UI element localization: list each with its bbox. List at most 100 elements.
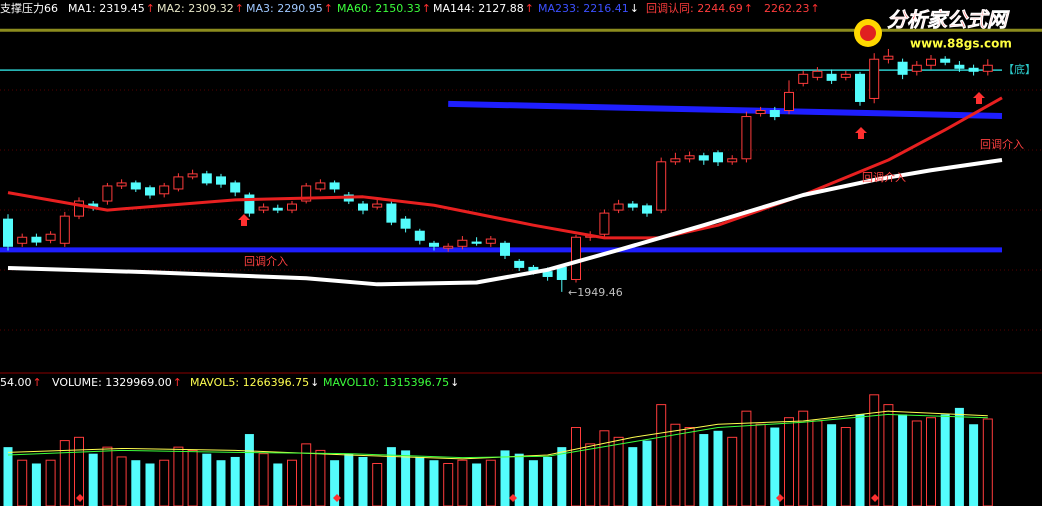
annotation: 回调介入 (980, 138, 1024, 151)
volume-bar (202, 453, 212, 506)
up-arrow (973, 92, 985, 104)
indicator-arrow: ↑ (324, 2, 333, 15)
candle-body (514, 260, 525, 268)
volume-bar (443, 462, 454, 506)
indicator-label: MA233: 2216.41 (538, 2, 629, 15)
candle-body (883, 55, 894, 60)
candle-body (173, 176, 184, 190)
indicator-label: 支撑压力66 (0, 1, 58, 15)
candle-body (329, 182, 340, 190)
volume-bar (116, 456, 127, 506)
volume-bar (88, 453, 98, 506)
watermark-url: www.88gs.com (910, 37, 1012, 51)
volume-bar (969, 424, 979, 506)
volume-bar (173, 446, 184, 506)
candle-body (59, 215, 70, 244)
low-label: ←1949.46 (568, 286, 623, 299)
volume-bar (344, 453, 354, 506)
candle-body (713, 152, 723, 163)
marker (76, 494, 84, 502)
volume-bar (45, 459, 56, 506)
mavol-line (7, 410, 988, 460)
volume-bar (613, 436, 624, 506)
volume-bar (159, 459, 170, 506)
volume-bar (642, 440, 652, 506)
volume-bar (287, 459, 297, 506)
up-arrow (855, 127, 867, 139)
candle-body (571, 236, 581, 280)
annotation: 回调介入 (862, 171, 906, 184)
volume-bar (31, 463, 41, 506)
volume-bar (670, 423, 681, 506)
candle-body (599, 212, 610, 235)
indicator-label: MAVOL10: 1315396.75 (323, 376, 449, 389)
indicator-label: MA60: 2150.33 (337, 2, 421, 15)
volume-bar (273, 463, 283, 506)
volume-bar (684, 427, 695, 506)
candle-body (414, 230, 425, 241)
candle-body (741, 116, 752, 160)
volume-bar (982, 418, 993, 506)
candle-body (698, 155, 709, 161)
indicator-arrow: ↑ (235, 2, 244, 15)
candle-body (372, 203, 383, 208)
candle-body (982, 64, 993, 72)
indicator-label: MAVOL5: 1266396.75 (190, 376, 309, 389)
candle-body (230, 182, 241, 193)
volume-bar (911, 420, 922, 506)
logo (860, 25, 876, 41)
candle-body (400, 218, 411, 229)
volume-header: 54.00 ↑ VOLUME: 1329969.00 ↑ MAVOL5: 1266396… (0, 376, 459, 389)
candle-body (216, 176, 226, 185)
volume-bar (187, 449, 198, 506)
ma-line (7, 96, 1003, 240)
candle-body (968, 67, 979, 72)
indicator-arrow: ↓ (310, 376, 319, 389)
volume-bar (358, 456, 368, 506)
volume-bar (230, 456, 240, 506)
watermark: 分析家公式网 www.88gs.com (854, 7, 1012, 51)
watermark-title: 分析家公式网 (887, 8, 1010, 32)
candle-body (301, 185, 312, 202)
indicator-label: MA144: 2127.88 (433, 2, 524, 15)
volume-bar (543, 456, 553, 506)
candle-body (201, 173, 212, 184)
candle-body (386, 203, 397, 223)
candle-body (855, 73, 865, 102)
candle-body (116, 182, 127, 187)
volume-bar (755, 423, 766, 506)
candle-body (17, 236, 28, 244)
volume-bar (429, 460, 439, 506)
candle-body (684, 155, 695, 160)
volume-bar (628, 447, 638, 506)
indicator-arrow: ↑ (525, 2, 534, 15)
level-label: 【底】 (1003, 62, 1036, 76)
indicator-arrow: ↑ (146, 2, 155, 15)
marks (0, 28, 1042, 506)
candle-body (911, 64, 922, 72)
volume-bar (244, 434, 254, 506)
level-line (448, 100, 1003, 119)
indicator-arrow: ↓ (630, 2, 639, 15)
volume-bar (798, 410, 809, 506)
candle-body (3, 218, 13, 247)
indicator-arrow: ↓ (450, 376, 459, 389)
volume-bar (656, 404, 667, 506)
volume-bar (926, 417, 936, 506)
candle-body (443, 245, 454, 249)
volume-bar (840, 427, 851, 506)
candle-body (187, 173, 198, 178)
annotation: 回调介入 (244, 255, 288, 268)
candle-body (315, 182, 326, 190)
candle-body (130, 182, 141, 190)
volume-bar (514, 453, 524, 506)
candle-body (31, 236, 42, 243)
candle-body (897, 61, 908, 75)
volume-bar (372, 462, 383, 506)
candle-body (798, 73, 809, 84)
volume-bar (3, 447, 13, 506)
candle-body (74, 200, 84, 217)
volume-bar (770, 427, 780, 506)
indicator-label: MA3: 2290.95 (246, 2, 323, 15)
